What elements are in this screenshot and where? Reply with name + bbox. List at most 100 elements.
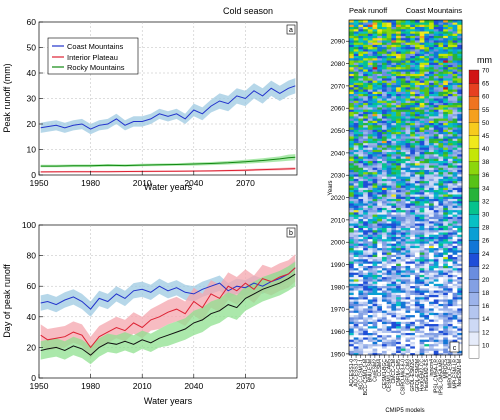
heatmap-cell (386, 191, 392, 195)
heatmap-cell (429, 160, 435, 164)
heatmap-cell (419, 279, 425, 282)
heatmap-cell (367, 294, 373, 298)
heatmap-cell (424, 254, 430, 258)
heatmap-cell (424, 31, 430, 34)
heatmap-cell (353, 71, 359, 74)
heatmap-cell (452, 183, 458, 186)
heatmap-cell (410, 138, 416, 141)
heatmap-cell (405, 107, 411, 110)
heatmap-cell (358, 214, 364, 217)
heatmap-cell (363, 328, 369, 331)
heatmap-cell (443, 46, 449, 50)
heatmap-cell (377, 350, 383, 354)
heatmap-cell (405, 330, 411, 333)
heatmap-cell (429, 37, 435, 41)
heatmap-cell (419, 332, 425, 336)
heatmap-cell (349, 339, 355, 342)
heatmap-cell (443, 238, 449, 242)
heatmap-cell (433, 328, 439, 331)
heatmap-cell (353, 138, 359, 141)
heatmap-cell (457, 328, 463, 331)
heatmap-cell (400, 78, 406, 81)
heatmap-cell (414, 122, 420, 126)
heatmap-cell (372, 214, 378, 217)
heatmap-cell (363, 296, 369, 300)
heatmap-cell (400, 319, 406, 322)
heatmap-cell (358, 162, 364, 166)
heatmap-cell (443, 274, 449, 278)
heatmap-cell (438, 89, 444, 92)
heatmap-cell (358, 301, 364, 304)
heatmap-cell (377, 51, 383, 54)
heatmap-cell (410, 151, 416, 155)
heatmap-cell (381, 71, 387, 74)
heatmap-cell (400, 113, 406, 117)
heatmap-cell (349, 82, 355, 86)
heatmap-cell (358, 263, 364, 266)
panel-c-title-right: Coast Mountains (406, 6, 463, 15)
heatmap-cell (414, 221, 420, 224)
heatmap-cell (386, 31, 392, 34)
heatmap-cell (447, 352, 453, 356)
heatmap-cell (438, 122, 444, 126)
heatmap-cell (372, 149, 378, 153)
heatmap-cell (419, 276, 425, 280)
heatmap-cell (405, 207, 411, 211)
heatmap-cell (349, 40, 355, 43)
heatmap-cell (391, 57, 397, 61)
heatmap-cell (377, 42, 383, 45)
heatmap-cell (443, 343, 449, 347)
heatmap-cell (443, 203, 449, 206)
heatmap-cell (363, 138, 369, 141)
colorbar-segment (468, 200, 480, 215)
model-label: IPSL-CM5A-MR (438, 359, 444, 395)
heatmap-cell (443, 272, 449, 275)
heatmap-cell (363, 348, 369, 351)
heatmap-cell (438, 317, 444, 320)
heatmap-cell (457, 207, 463, 211)
heatmap-cell (447, 321, 453, 325)
heatmap-cell (433, 109, 439, 112)
heatmap-cell (457, 341, 463, 345)
heatmap-cell (349, 263, 355, 266)
heatmap-cell (396, 270, 402, 273)
heatmap-cell (405, 165, 411, 168)
heatmap-cell (438, 267, 444, 271)
heatmap-cell (381, 24, 387, 27)
heatmap-cell (367, 207, 373, 211)
heatmap-cell (457, 160, 463, 164)
heatmap-cell (363, 350, 369, 354)
heatmap-cell (400, 346, 406, 349)
heatmap-cell (349, 279, 355, 282)
heatmap-cell (443, 288, 449, 291)
heatmap-cell (433, 151, 439, 155)
heatmap-cell (353, 247, 359, 251)
heatmap-cell (438, 299, 444, 302)
heatmap-cell (433, 171, 439, 175)
heatmap-cell (424, 229, 430, 233)
heatmap-cell (429, 55, 435, 59)
heatmap-cell (429, 225, 435, 228)
heatmap-cell (391, 178, 397, 182)
heatmap-cell (405, 37, 411, 41)
heatmap-cell (386, 178, 392, 182)
heatmap-cell (400, 156, 406, 159)
heatmap-cell (367, 337, 373, 340)
heatmap-cell (372, 138, 378, 141)
heatmap-cell (386, 319, 392, 322)
heatmap-cell (447, 288, 453, 291)
heatmap-cell (363, 131, 369, 135)
heatmap-cell (353, 51, 359, 54)
heatmap-cell (372, 87, 378, 90)
heatmap-cell (447, 267, 453, 271)
heatmap-cell (353, 165, 359, 168)
heatmap-cell (429, 281, 435, 284)
heatmap-cell (429, 292, 435, 295)
heatmap-cell (400, 272, 406, 275)
heatmap-cell (349, 55, 355, 59)
heatmap-cell (405, 274, 411, 278)
heatmap-cell (381, 243, 387, 246)
heatmap-cell (438, 225, 444, 228)
heatmap-cell (438, 154, 444, 157)
heatmap-cell (443, 87, 449, 90)
